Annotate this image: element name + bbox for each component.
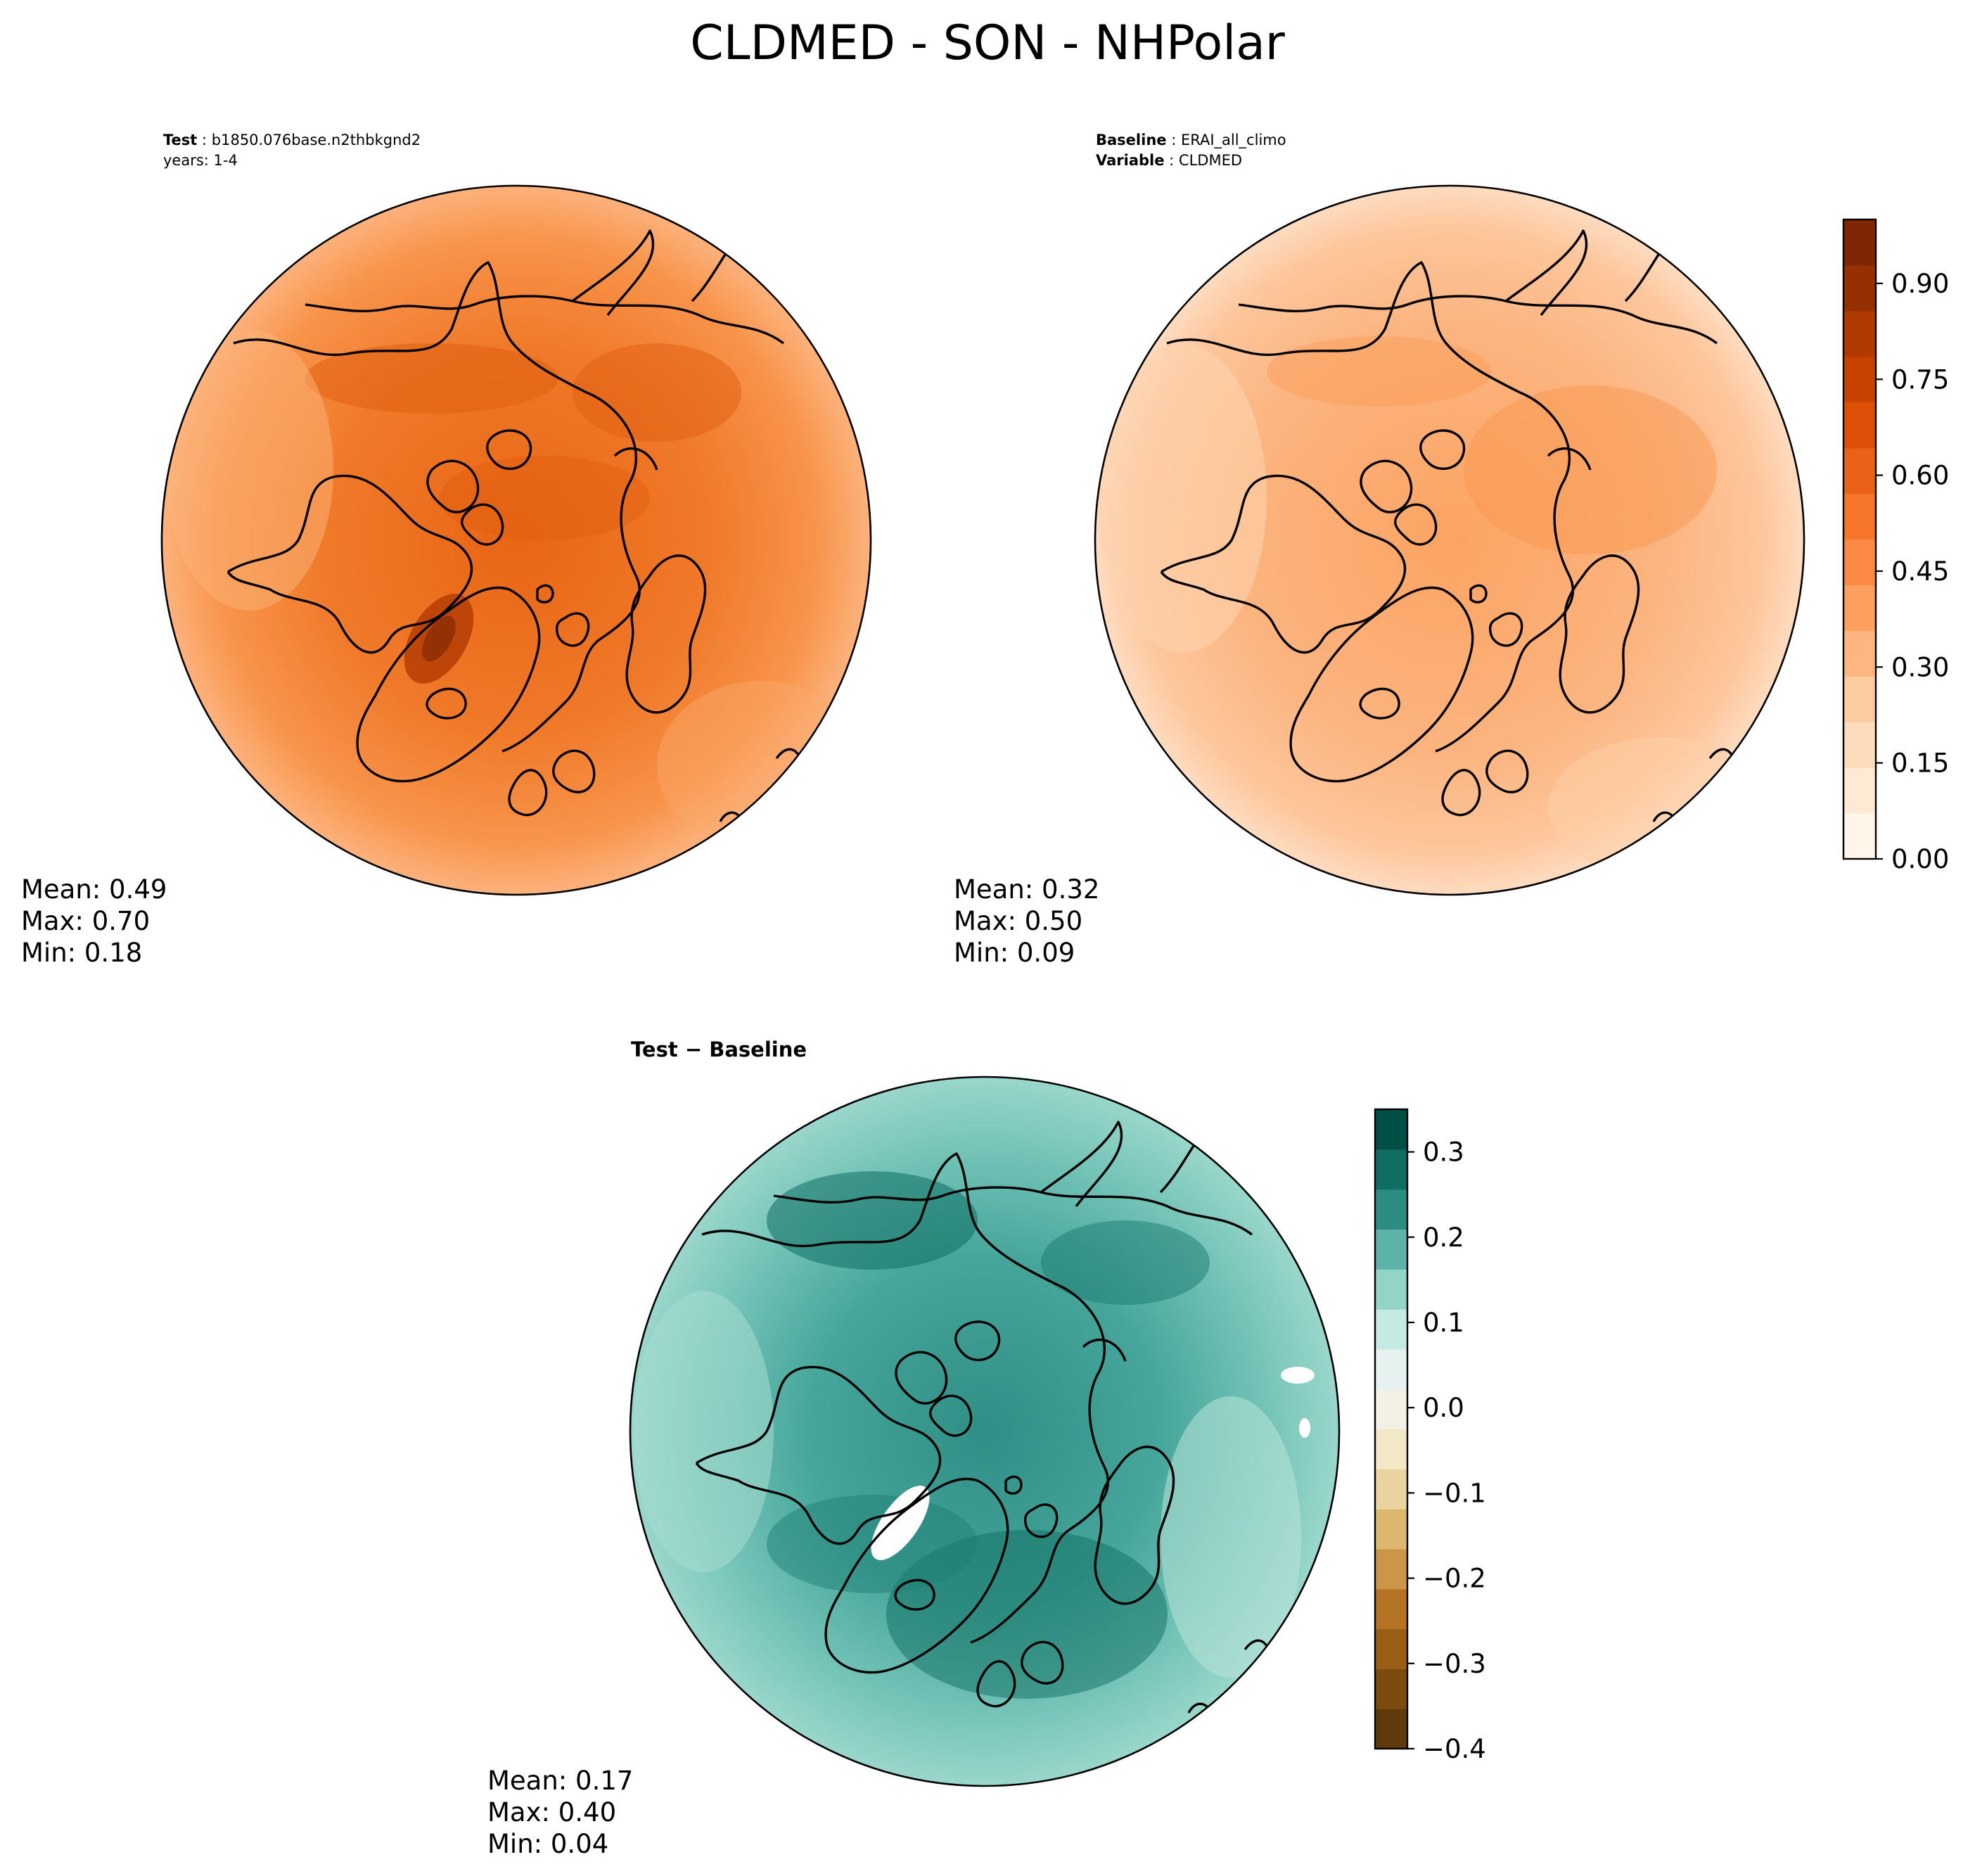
test-header-line1: Test : b1850.076base.n2thbkgnd2	[163, 132, 421, 148]
baseline-colorbar-segment	[1843, 402, 1876, 449]
baseline-colorbar-tick-label: 0.45	[1891, 556, 1949, 587]
baseline-colorbar-tick-label: 0.90	[1891, 269, 1949, 299]
baseline-colorbar-segment	[1843, 630, 1876, 677]
test-header-value: b1850.076base.n2thbkgnd2	[212, 132, 421, 148]
figure-title: CLDMED - SON - NHPolar	[690, 15, 1285, 71]
variable-header-label: Variable	[1096, 152, 1164, 169]
difference-colorbar-segment	[1375, 1269, 1407, 1310]
baseline-colorbar-segment	[1843, 813, 1876, 860]
baseline-colorbar-tick-label: 0.15	[1891, 748, 1949, 779]
difference-colorbar-segment	[1375, 1389, 1407, 1430]
test-map-boundary	[160, 184, 872, 896]
difference-colorbar-segment	[1375, 1429, 1407, 1469]
difference-header: Test − Baseline	[631, 1038, 807, 1061]
difference-colorbar-segment	[1375, 1668, 1407, 1709]
baseline-stat-min: Min: 0.09	[954, 938, 1075, 968]
difference-colorbar-segment	[1375, 1229, 1407, 1270]
test-panel: Test : b1850.076base.n2thbkgnd2 years: 1…	[21, 132, 872, 968]
baseline-header-line2: Variable : CLDMED	[1096, 152, 1242, 169]
baseline-colorbar-segment	[1843, 767, 1876, 814]
baseline-colorbar-segment	[1843, 447, 1876, 494]
difference-colorbar: −0.4 −0.3 −0.2 −0.1 0.0 0.1 0.2 0.3	[1374, 1108, 1486, 1764]
baseline-colorbar-segment	[1843, 493, 1876, 540]
baseline-colorbar-segment	[1843, 264, 1876, 312]
baseline-colorbar-segment	[1843, 219, 1876, 266]
test-stat-min: Min: 0.18	[21, 938, 142, 968]
baseline-colorbar-segment	[1843, 310, 1876, 357]
test-stat-max: Max: 0.70	[21, 906, 150, 936]
baseline-header-line1: Baseline : ERAI_all_climo	[1096, 132, 1286, 149]
difference-map	[629, 1076, 1341, 1787]
difference-colorbar-tick-label: 0.2	[1423, 1223, 1464, 1253]
baseline-stat-max: Max: 0.50	[954, 906, 1082, 936]
baseline-colorbar-tick-label: 0.60	[1891, 461, 1949, 491]
difference-colorbar-tick-label: 0.1	[1423, 1308, 1464, 1338]
baseline-map	[1094, 184, 1805, 896]
difference-colorbar-tick-label: −0.2	[1423, 1564, 1486, 1594]
difference-colorbar-segment	[1375, 1469, 1407, 1510]
baseline-colorbar-segment	[1843, 676, 1876, 722]
baseline-header-value: ERAI_all_climo	[1181, 132, 1286, 149]
baseline-colorbar-tick-label: 0.75	[1891, 364, 1949, 395]
difference-colorbar-tick-label: −0.3	[1423, 1649, 1486, 1679]
variable-header-value: CLDMED	[1179, 152, 1242, 169]
difference-colorbar-tick-label: −0.1	[1423, 1478, 1486, 1508]
difference-colorbar-segment	[1375, 1548, 1407, 1590]
baseline-colorbar-frame	[1842, 218, 1877, 860]
difference-stat-mean: Mean: 0.17	[487, 1766, 633, 1796]
baseline-colorbar-segment	[1843, 722, 1876, 768]
difference-map-boundary	[629, 1076, 1341, 1787]
difference-stat-min: Min: 0.04	[487, 1829, 608, 1859]
difference-colorbar-segment	[1375, 1628, 1407, 1669]
difference-colorbar-tick-label: 0.3	[1423, 1137, 1464, 1168]
test-header-years: years: 1-4	[163, 152, 238, 169]
baseline-panel: Baseline : ERAI_all_climo Variable : CLD…	[954, 132, 1949, 968]
difference-stat-max: Max: 0.40	[487, 1797, 616, 1827]
difference-colorbar-tick-label: −0.4	[1423, 1734, 1486, 1764]
baseline-colorbar: 0.00 0.15 0.30 0.45 0.60 0.75 0.90	[1842, 218, 1949, 874]
difference-colorbar-segment	[1375, 1709, 1407, 1749]
difference-colorbar-frame	[1374, 1108, 1409, 1750]
baseline-colorbar-segment	[1843, 539, 1876, 586]
difference-colorbar-segment	[1375, 1509, 1407, 1550]
baseline-map-boundary	[1094, 184, 1805, 896]
baseline-colorbar-tick-label: 0.30	[1891, 652, 1949, 682]
test-header-label: Test	[163, 132, 197, 148]
difference-colorbar-segment	[1375, 1149, 1407, 1190]
test-stat-mean: Mean: 0.49	[21, 874, 167, 905]
baseline-colorbar-segment	[1843, 356, 1876, 403]
difference-colorbar-segment	[1375, 1189, 1407, 1230]
baseline-colorbar-segment	[1843, 585, 1876, 631]
baseline-colorbar-tick-label: 0.00	[1891, 844, 1949, 874]
baseline-stat-mean: Mean: 0.32	[954, 874, 1099, 905]
difference-panel: Test − Baseline Mean: 0.17 Max: 0.40 Min…	[487, 1038, 1486, 1859]
test-header-colon: :	[197, 132, 211, 148]
test-map	[160, 184, 872, 896]
difference-colorbar-segment	[1375, 1309, 1407, 1350]
difference-colorbar-segment	[1375, 1348, 1407, 1390]
baseline-header-label: Baseline	[1096, 132, 1167, 148]
difference-colorbar-segment	[1375, 1109, 1407, 1150]
difference-colorbar-tick-label: 0.0	[1423, 1393, 1464, 1423]
difference-colorbar-segment	[1375, 1588, 1407, 1630]
